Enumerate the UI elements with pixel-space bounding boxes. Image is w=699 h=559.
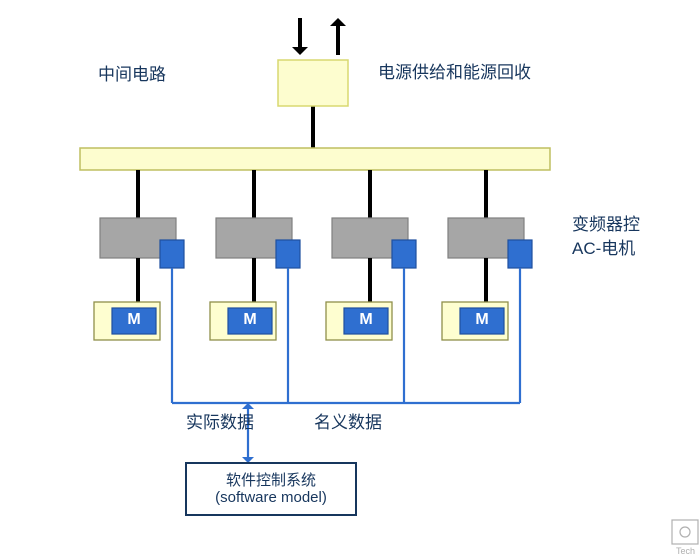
label-nominal-data: 名义数据: [314, 408, 382, 433]
motor-label-2: M: [359, 311, 372, 329]
label-inverter-line1: 变频器控: [572, 210, 640, 235]
label-middle-circuit: 中间电路: [98, 60, 166, 85]
label-software-line1: 软件控制系统: [226, 469, 316, 490]
motor-label-3: M: [475, 311, 488, 329]
motor-label-0: M: [127, 311, 140, 329]
label-inverter-line2: AC-电机: [572, 234, 635, 259]
label-software-line2: (software model): [215, 489, 327, 506]
watermark-text: Tech: [676, 546, 695, 556]
label-actual-data: 实际数据: [186, 408, 254, 433]
label-power-supply: 电源供给和能源回收: [378, 58, 531, 83]
motor-label-1: M: [243, 311, 256, 329]
